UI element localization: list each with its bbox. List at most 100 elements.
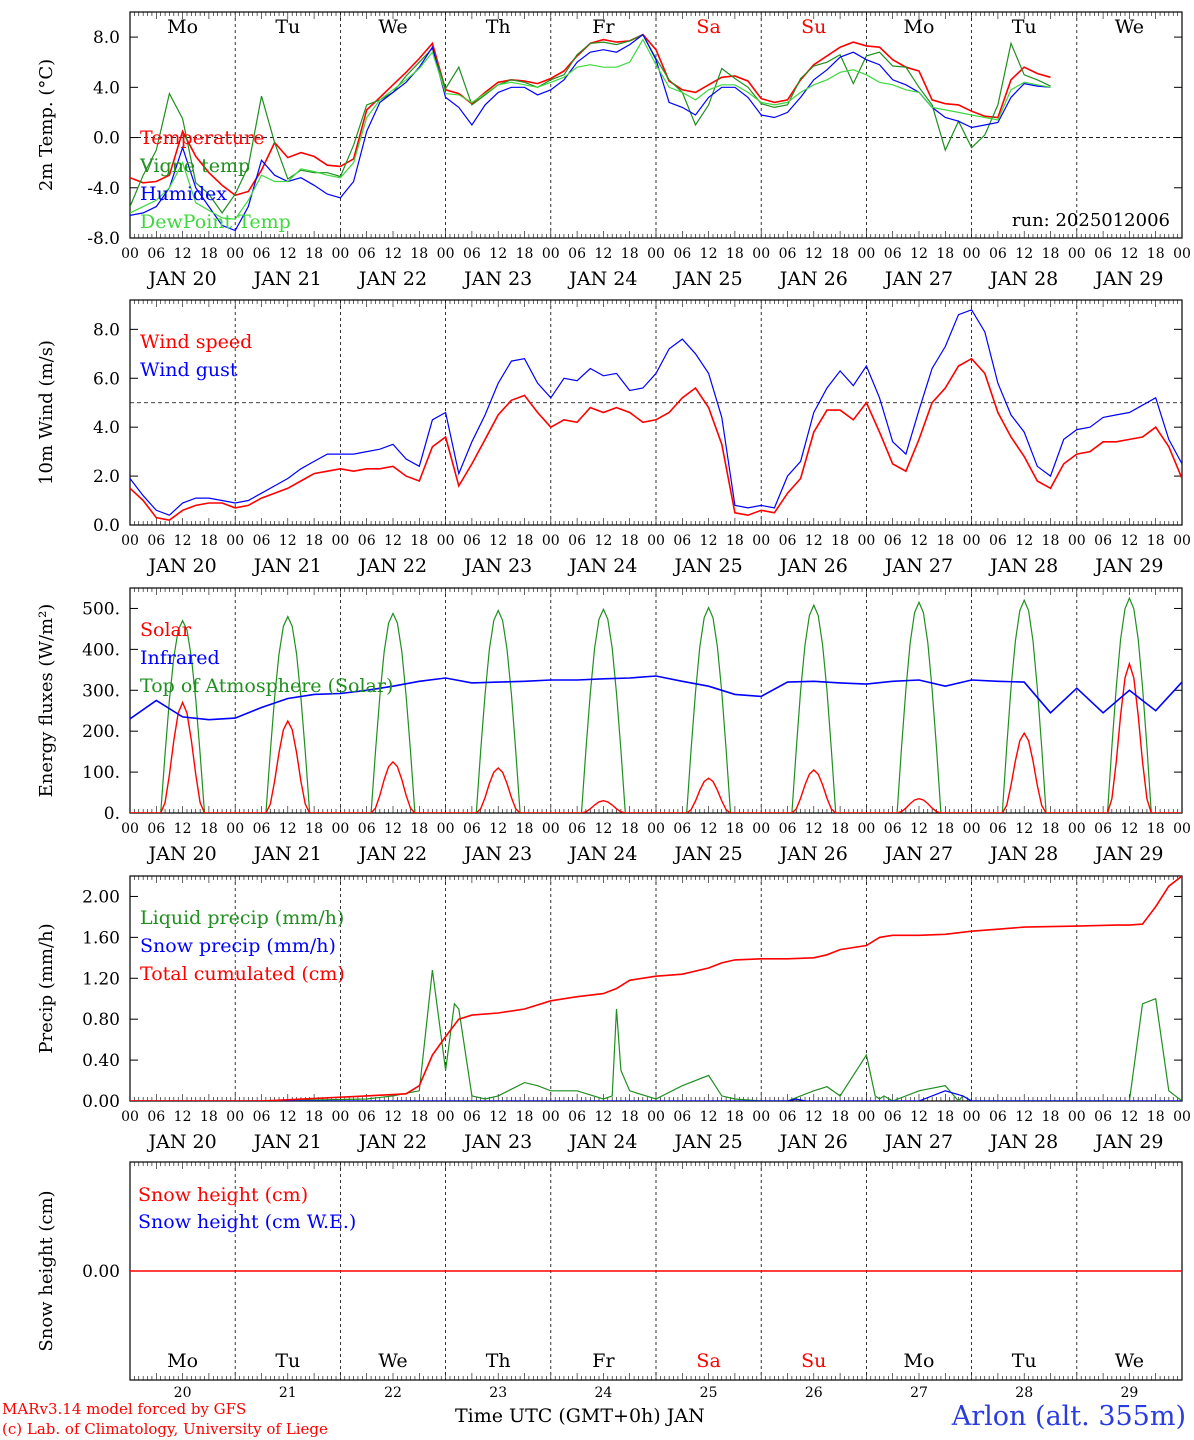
y-tick-label: 200. [82,722,120,742]
hour-tick-label: 00 [331,246,349,262]
hour-tick-label: 18 [516,246,534,262]
hour-tick-label: 12 [594,533,612,549]
hour-tick-label: 00 [1068,821,1086,837]
date-label: JAN 20 [147,843,217,865]
x-axis-title: Time UTC (GMT+0h) JAN [455,1405,705,1427]
hour-tick-label: 18 [726,246,744,262]
day-number-label: 20 [174,1385,192,1401]
y-tick-label: 0.40 [82,1051,120,1071]
legend-entry: Snow height (cm W.E.) [138,1211,356,1233]
hour-tick-label: 06 [779,533,797,549]
hour-tick-label: 06 [779,1109,797,1125]
hour-tick-label: 18 [305,821,323,837]
weekday-label: Tu [1012,1350,1037,1372]
y-axis-label: 2m Temp. (°C) [36,59,57,191]
hour-tick-label: 00 [647,821,665,837]
hour-tick-label: 00 [857,821,875,837]
hour-tick-label: 06 [568,1109,586,1125]
hour-tick-label: 06 [673,821,691,837]
hour-tick-label: 06 [463,821,481,837]
hour-tick-label: 06 [463,533,481,549]
series-line-1 [130,357,1182,521]
hour-tick-label: 06 [568,246,586,262]
hour-tick-label: 00 [1173,1109,1191,1125]
series-line-infrared [130,675,1182,721]
lab-credit: (c) Lab. of Climatology, University of L… [2,1420,328,1438]
legend-entry: Top of Atmosphere (Solar) [140,675,393,697]
y-tick-label: -8.0 [87,229,120,249]
hour-tick-label: 18 [1042,821,1060,837]
hour-tick-label: 00 [1068,1109,1086,1125]
weekday-label: Su [801,1350,826,1372]
hour-tick-label: 12 [700,821,718,837]
hour-tick-label: 06 [673,533,691,549]
hour-tick-label: 06 [147,246,165,262]
legend-entry: Solar [140,619,192,641]
hour-tick-label: 00 [857,1109,875,1125]
hour-tick-label: 18 [831,1109,849,1125]
hour-tick-label: 18 [305,246,323,262]
legend-entry: Snow precip (mm/h) [140,935,336,957]
hour-tick-label: 18 [831,821,849,837]
legend-entry: Wind speed [140,331,252,353]
hour-tick-label: 00 [121,246,139,262]
date-label: JAN 23 [462,268,532,290]
date-label: JAN 21 [252,268,322,290]
day-number-label: 22 [384,1385,402,1401]
hour-tick-label: 12 [805,533,823,549]
hour-tick-label: 12 [489,533,507,549]
plot-frame [129,299,1183,526]
hour-tick-label: 00 [752,1109,770,1125]
day-number-label: 21 [279,1385,297,1401]
hour-tick-label: 12 [174,246,192,262]
hour-tick-label: 18 [1042,246,1060,262]
hour-tick-label: 00 [226,533,244,549]
date-label: JAN 23 [462,1131,532,1153]
model-credit: MARv3.14 model forced by GFS [2,1400,247,1418]
legend-entry: Liquid precip (mm/h) [140,907,344,929]
hour-tick-label: 18 [621,533,639,549]
weekday-label: Su [801,16,826,38]
hour-tick-label: 06 [253,533,271,549]
hour-tick-label: 00 [752,533,770,549]
weekday-label: Fr [592,1350,615,1372]
hour-tick-label: 12 [384,246,402,262]
y-tick-label: 2.00 [82,887,120,907]
weekday-label: Tu [1012,16,1037,38]
hour-tick-label: 00 [542,1109,560,1125]
hour-tick-label: 12 [174,1109,192,1125]
date-label: JAN 21 [252,843,322,865]
panel-3: 0. 100. 200. 300. 400. 500. Energy fluxes (W/m… [36,587,1191,865]
hour-tick-label: 12 [700,533,718,549]
hour-tick-label: 00 [1068,533,1086,549]
hour-tick-label: 18 [1147,533,1165,549]
date-label: JAN 22 [357,843,427,865]
legend-entry: Humidex [140,183,227,205]
hour-tick-label: 00 [857,246,875,262]
y-tick-label: -4.0 [87,179,120,199]
weekday-label: Mo [904,1350,935,1372]
legend-entry: DewPoint Temp [140,211,291,233]
hour-tick-label: 06 [147,1109,165,1125]
hour-tick-label: 00 [331,533,349,549]
hour-tick-label: 18 [410,821,428,837]
hour-tick-label: 00 [1173,821,1191,837]
hour-tick-label: 06 [463,246,481,262]
hour-tick-label: 06 [358,246,376,262]
weekday-label: Mo [167,16,198,38]
date-label: JAN 20 [147,555,217,577]
hour-tick-label: 12 [489,821,507,837]
hour-tick-label: 00 [437,533,455,549]
y-tick-label: 400. [82,640,120,660]
weekday-label: Th [486,1350,511,1372]
hour-tick-label: 12 [174,533,192,549]
hour-tick-label: 12 [805,246,823,262]
hour-tick-label: 06 [253,246,271,262]
y-tick-label: 0.0 [93,129,120,149]
date-label: JAN 25 [673,1131,743,1153]
hour-tick-label: 06 [884,246,902,262]
hour-tick-label: 06 [253,1109,271,1125]
weekday-label: Th [486,16,511,38]
hour-tick-label: 00 [752,821,770,837]
series-line-solar [130,661,1182,813]
